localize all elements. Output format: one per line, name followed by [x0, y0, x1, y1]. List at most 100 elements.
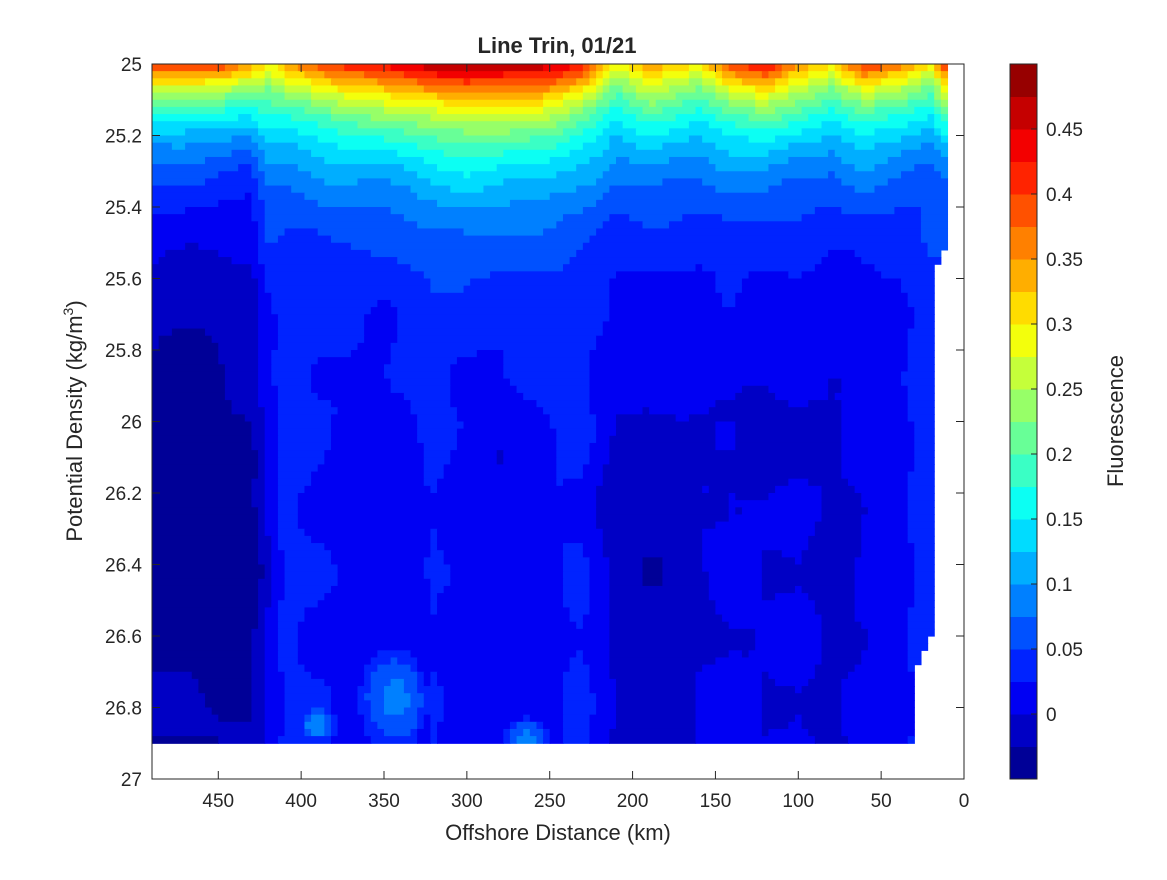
x-tick-label: 450: [202, 791, 234, 812]
contour-cell: [311, 99, 339, 108]
contour-cell: [821, 257, 862, 265]
contour-cell: [277, 493, 299, 501]
contour-cell: [284, 700, 332, 709]
contour-cell: [503, 350, 591, 358]
contour-cell: [768, 92, 789, 101]
contour-cell: [277, 650, 299, 659]
contour-cell: [781, 114, 809, 122]
contour-cell: [264, 464, 279, 473]
contour-cell: [562, 571, 591, 580]
contour-cell: [304, 192, 418, 201]
contour-cell: [423, 457, 451, 465]
contour-cell: [397, 321, 604, 330]
contour-cell: [841, 450, 915, 458]
contour-cell: [854, 664, 909, 673]
contour-cell: [443, 550, 564, 558]
contour-cell: [722, 71, 736, 79]
contour-cell: [702, 550, 763, 558]
contour-cell: [264, 221, 418, 230]
contour-cell: [596, 435, 610, 444]
contour-cell: [430, 550, 445, 558]
colorbar-band: [1010, 194, 1037, 227]
contour-cell: [708, 99, 730, 108]
contour-cell: [934, 64, 942, 72]
contour-cell: [702, 535, 809, 544]
contour-cell: [297, 507, 597, 516]
contour-cell: [311, 378, 392, 387]
contour-cell: [602, 528, 703, 537]
colorbar-frame: [1009, 63, 1038, 780]
contour-cell: [808, 678, 842, 687]
contour-cell: [284, 678, 325, 687]
contour-cell: [549, 414, 597, 423]
contour-cell: [589, 364, 909, 373]
contour-cell: [821, 485, 856, 494]
contour-cell: [152, 199, 219, 208]
contour-cell: [231, 85, 266, 94]
contour-cell: [914, 578, 935, 587]
contour-cell: [562, 728, 591, 737]
contour-cell: [867, 643, 909, 651]
contour-cell: [562, 707, 597, 716]
contour-cell: [536, 721, 544, 730]
contour-cell: [251, 428, 266, 437]
contour-cell: [609, 99, 630, 108]
contour-cell: [675, 92, 717, 101]
contour-cell: [722, 64, 730, 72]
contour-cell: [940, 106, 949, 115]
contour-cell: [218, 350, 259, 358]
contour-cell: [887, 71, 909, 79]
contour-cell: [940, 71, 949, 79]
contour-cell: [562, 714, 591, 723]
contour-cell: [609, 71, 630, 79]
contour-cell: [748, 271, 789, 280]
contour-cell: [297, 521, 597, 530]
contour-cell: [152, 493, 253, 501]
contour-cell: [841, 78, 856, 87]
contour-cell: [417, 678, 425, 687]
contour-cell: [523, 714, 531, 723]
contour-cell: [589, 114, 604, 122]
contour-cell: [370, 307, 398, 315]
contour-cell: [364, 714, 372, 723]
contour-cell: [271, 364, 312, 373]
contour-cell: [337, 85, 385, 94]
contour-cell: [311, 471, 425, 480]
contour-cell: [556, 428, 597, 437]
contour-cell: [258, 249, 372, 258]
contour-cell: [755, 92, 770, 101]
contour-cell: [788, 85, 809, 94]
contour-cell: [861, 92, 876, 101]
contour-cell: [562, 721, 591, 730]
contour-cell: [264, 664, 279, 673]
contour-cell: [735, 392, 776, 401]
contour-cell: [934, 99, 942, 108]
contour-cell: [576, 650, 584, 659]
contour-cell: [185, 128, 259, 137]
contour-cell: [317, 135, 385, 144]
contour-cell: [814, 671, 849, 680]
contour-cell: [841, 207, 895, 215]
contour-cell: [589, 564, 610, 573]
contour-cell: [841, 728, 915, 737]
contour-cell: [609, 307, 915, 315]
contour-cell: [152, 156, 206, 165]
y-axis-label-close: ): [62, 300, 87, 307]
contour-cell: [337, 128, 405, 137]
contour-cell: [609, 657, 717, 666]
contour-cell: [297, 514, 597, 523]
contour-cell: [271, 371, 312, 380]
contour-cell: [927, 242, 949, 251]
contour-cell: [384, 686, 405, 694]
y-axis-label: Potential Density (kg/m3): [60, 300, 87, 541]
contour-cell: [251, 493, 266, 501]
contour-cell: [158, 257, 233, 265]
contour-cell: [364, 721, 378, 730]
contour-cell: [562, 214, 610, 222]
contour-cell: [562, 678, 591, 687]
contour-cell: [258, 543, 272, 551]
contour-cell: [854, 128, 876, 137]
contour-cell: [722, 128, 803, 137]
contour-cell: [589, 156, 617, 165]
contour-cell: [834, 149, 902, 158]
